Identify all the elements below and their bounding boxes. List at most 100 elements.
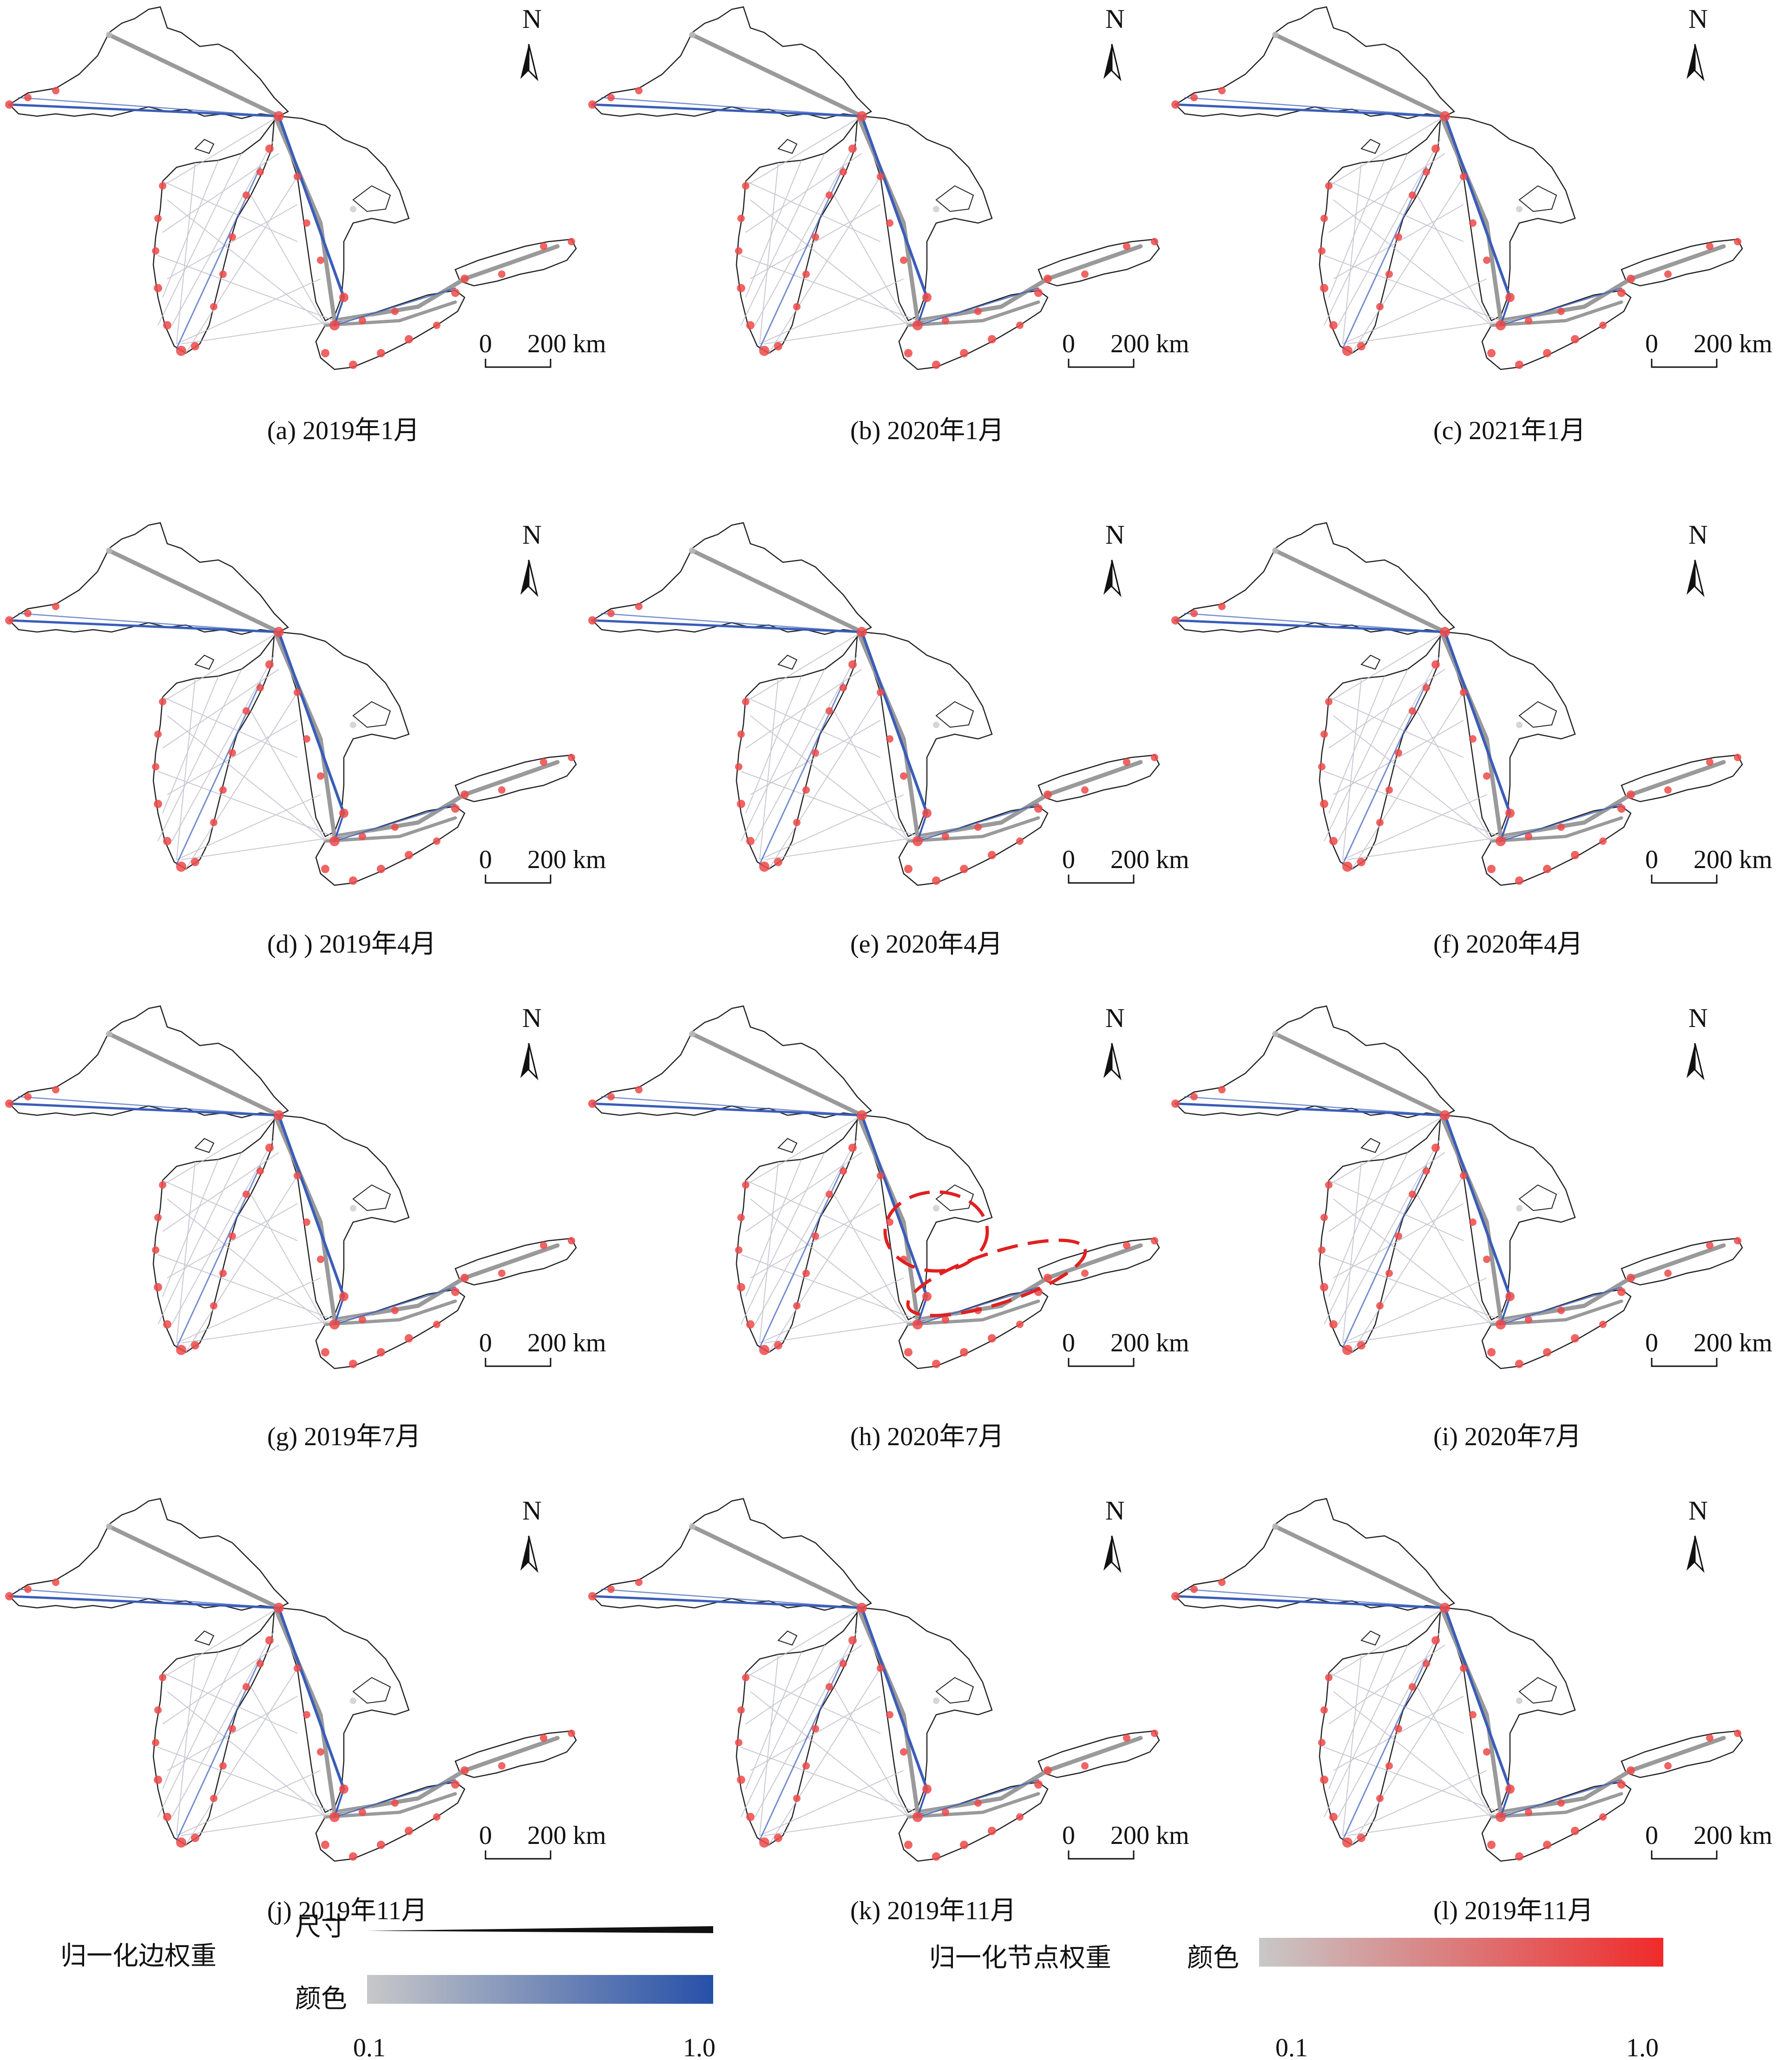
scale-distance-label: 200 km xyxy=(1694,329,1772,358)
map-panel: N 0 200 km (g) 2019年7月 xyxy=(5,1003,606,1451)
lakes-network-map xyxy=(5,523,576,885)
map-panel: N 0 200 km (h) 2020年7月 xyxy=(588,1003,1189,1451)
north-arrow-icon xyxy=(1103,1535,1121,1572)
panel-caption: (g) 2019年7月 xyxy=(267,1422,421,1451)
north-arrow-icon xyxy=(519,559,538,596)
north-arrow-icon xyxy=(1686,1042,1704,1079)
scale-zero-label: 0 xyxy=(1062,329,1075,358)
panel-caption: (i) 2020年7月 xyxy=(1433,1422,1582,1451)
node-max-label: 1.0 xyxy=(1626,2034,1659,2060)
edge-min-label: 0.1 xyxy=(353,2034,386,2060)
panel-caption: (e) 2020年4月 xyxy=(850,930,1003,959)
scale-distance-label: 200 km xyxy=(1694,1821,1772,1850)
north-arrow-icon xyxy=(1686,559,1704,596)
panel-caption: (a) 2019年1月 xyxy=(267,416,420,445)
lakes-network-map xyxy=(588,1006,1159,1369)
scale-bar xyxy=(1068,1850,1135,1860)
scale-distance-label: 200 km xyxy=(1110,1329,1189,1357)
edge-size-label: 尺寸 xyxy=(295,1913,347,1942)
highlight-ellipse xyxy=(883,1190,989,1273)
scale-zero-label: 0 xyxy=(1645,1821,1658,1850)
scale-bar xyxy=(1651,875,1718,884)
north-arrow-icon xyxy=(1686,43,1704,80)
map-panel: N 0 200 km (b) 2020年1月 xyxy=(588,4,1189,445)
lakes-network-map xyxy=(1171,7,1742,369)
scale-zero-label: 0 xyxy=(1062,845,1075,874)
scale-distance-label: 200 km xyxy=(527,1821,606,1850)
map-panel: N 0 200 km (j) 2019年11月 xyxy=(5,1495,606,1925)
map-panel: N 0 200 km (e) 2020年4月 xyxy=(588,520,1189,959)
panel-caption: (h) 2020年7月 xyxy=(850,1422,1004,1451)
scale-distance-label: 200 km xyxy=(1110,845,1189,874)
north-label: N xyxy=(1105,1003,1125,1033)
north-arrow-icon xyxy=(1103,559,1121,596)
lakes-network-map xyxy=(5,1499,576,1861)
scale-distance-label: 200 km xyxy=(527,329,606,358)
scale-zero-label: 0 xyxy=(1645,845,1658,874)
node-weight-legend: 归一化节点权重 颜色 0.1 1.0 xyxy=(929,1938,1663,2060)
scale-zero-label: 0 xyxy=(479,1329,492,1357)
edge-weight-legend: 归一化边权重 尺寸 颜色 0.1 1.0 xyxy=(60,1913,715,2060)
lakes-network-map xyxy=(588,523,1159,885)
scale-distance-label: 200 km xyxy=(1110,1821,1189,1850)
panel-caption: (d) ) 2019年4月 xyxy=(267,930,436,959)
lakes-network-map xyxy=(1171,1499,1742,1861)
north-arrow-icon xyxy=(519,1042,538,1079)
scale-zero-label: 0 xyxy=(1062,1329,1075,1357)
scale-distance-label: 200 km xyxy=(1694,845,1772,874)
lakes-network-map xyxy=(1171,523,1742,885)
north-label: N xyxy=(1105,1495,1125,1526)
panel-caption: (f) 2020年4月 xyxy=(1433,930,1583,959)
scale-bar xyxy=(1068,359,1135,368)
node-color-ramp xyxy=(1259,1938,1663,1967)
north-label: N xyxy=(1105,520,1125,550)
lakes-network-map xyxy=(5,1006,576,1369)
north-label: N xyxy=(522,520,542,550)
highlight-ellipse xyxy=(906,1238,1087,1317)
north-label: N xyxy=(1105,4,1125,34)
lakes-network-map xyxy=(5,7,576,369)
map-panel: N 0 200 km (i) 2020年7月 xyxy=(1171,1003,1772,1451)
scale-distance-label: 200 km xyxy=(1110,329,1189,358)
scale-bar xyxy=(1068,1358,1135,1367)
north-label: N xyxy=(1688,1003,1708,1033)
map-panel: N 0 200 km (a) 2019年1月 xyxy=(5,4,606,445)
panel-caption: (b) 2020年1月 xyxy=(850,416,1004,445)
north-label: N xyxy=(522,1003,542,1033)
scale-zero-label: 0 xyxy=(1645,1329,1658,1357)
scale-bar xyxy=(485,1850,551,1860)
panel-caption: (c) 2021年1月 xyxy=(1433,416,1586,445)
scale-distance-label: 200 km xyxy=(527,1329,606,1357)
scale-zero-label: 0 xyxy=(479,1821,492,1850)
edge-size-wedge xyxy=(367,1926,713,1933)
lakes-network-map xyxy=(1171,1006,1742,1369)
map-panel: N 0 200 km (f) 2020年4月 xyxy=(1171,520,1772,959)
scale-zero-label: 0 xyxy=(1645,329,1658,358)
node-color-label: 颜色 xyxy=(1187,1944,1239,1973)
north-label: N xyxy=(522,1495,542,1526)
north-label: N xyxy=(1688,520,1708,550)
panel-caption: (k) 2019年11月 xyxy=(850,1896,1016,1925)
scale-bar xyxy=(485,1358,551,1367)
map-panel: N 0 200 km (l) 2019年11月 xyxy=(1171,1495,1772,1925)
edge-max-label: 1.0 xyxy=(683,2034,715,2060)
scale-bar xyxy=(485,359,551,368)
north-arrow-icon xyxy=(1103,43,1121,80)
panel-caption: (j) 2019年11月 xyxy=(267,1896,427,1925)
scale-bar xyxy=(485,875,551,884)
scale-bar xyxy=(1651,359,1718,368)
node-min-label: 0.1 xyxy=(1275,2034,1308,2060)
map-panel: N 0 200 km (k) 2019年11月 xyxy=(588,1495,1189,1925)
scale-zero-label: 0 xyxy=(1062,1821,1075,1850)
north-arrow-icon xyxy=(519,43,538,80)
scale-zero-label: 0 xyxy=(479,845,492,874)
panel-caption: (l) 2019年11月 xyxy=(1433,1896,1594,1925)
edge-legend-title: 归一化边权重 xyxy=(60,1942,217,1971)
scale-bar xyxy=(1651,1850,1718,1860)
map-panel: N 0 200 km (c) 2021年1月 xyxy=(1171,4,1772,445)
north-label: N xyxy=(522,4,542,34)
scale-distance-label: 200 km xyxy=(527,845,606,874)
edge-color-label: 颜色 xyxy=(295,1985,347,2014)
scale-zero-label: 0 xyxy=(479,329,492,358)
